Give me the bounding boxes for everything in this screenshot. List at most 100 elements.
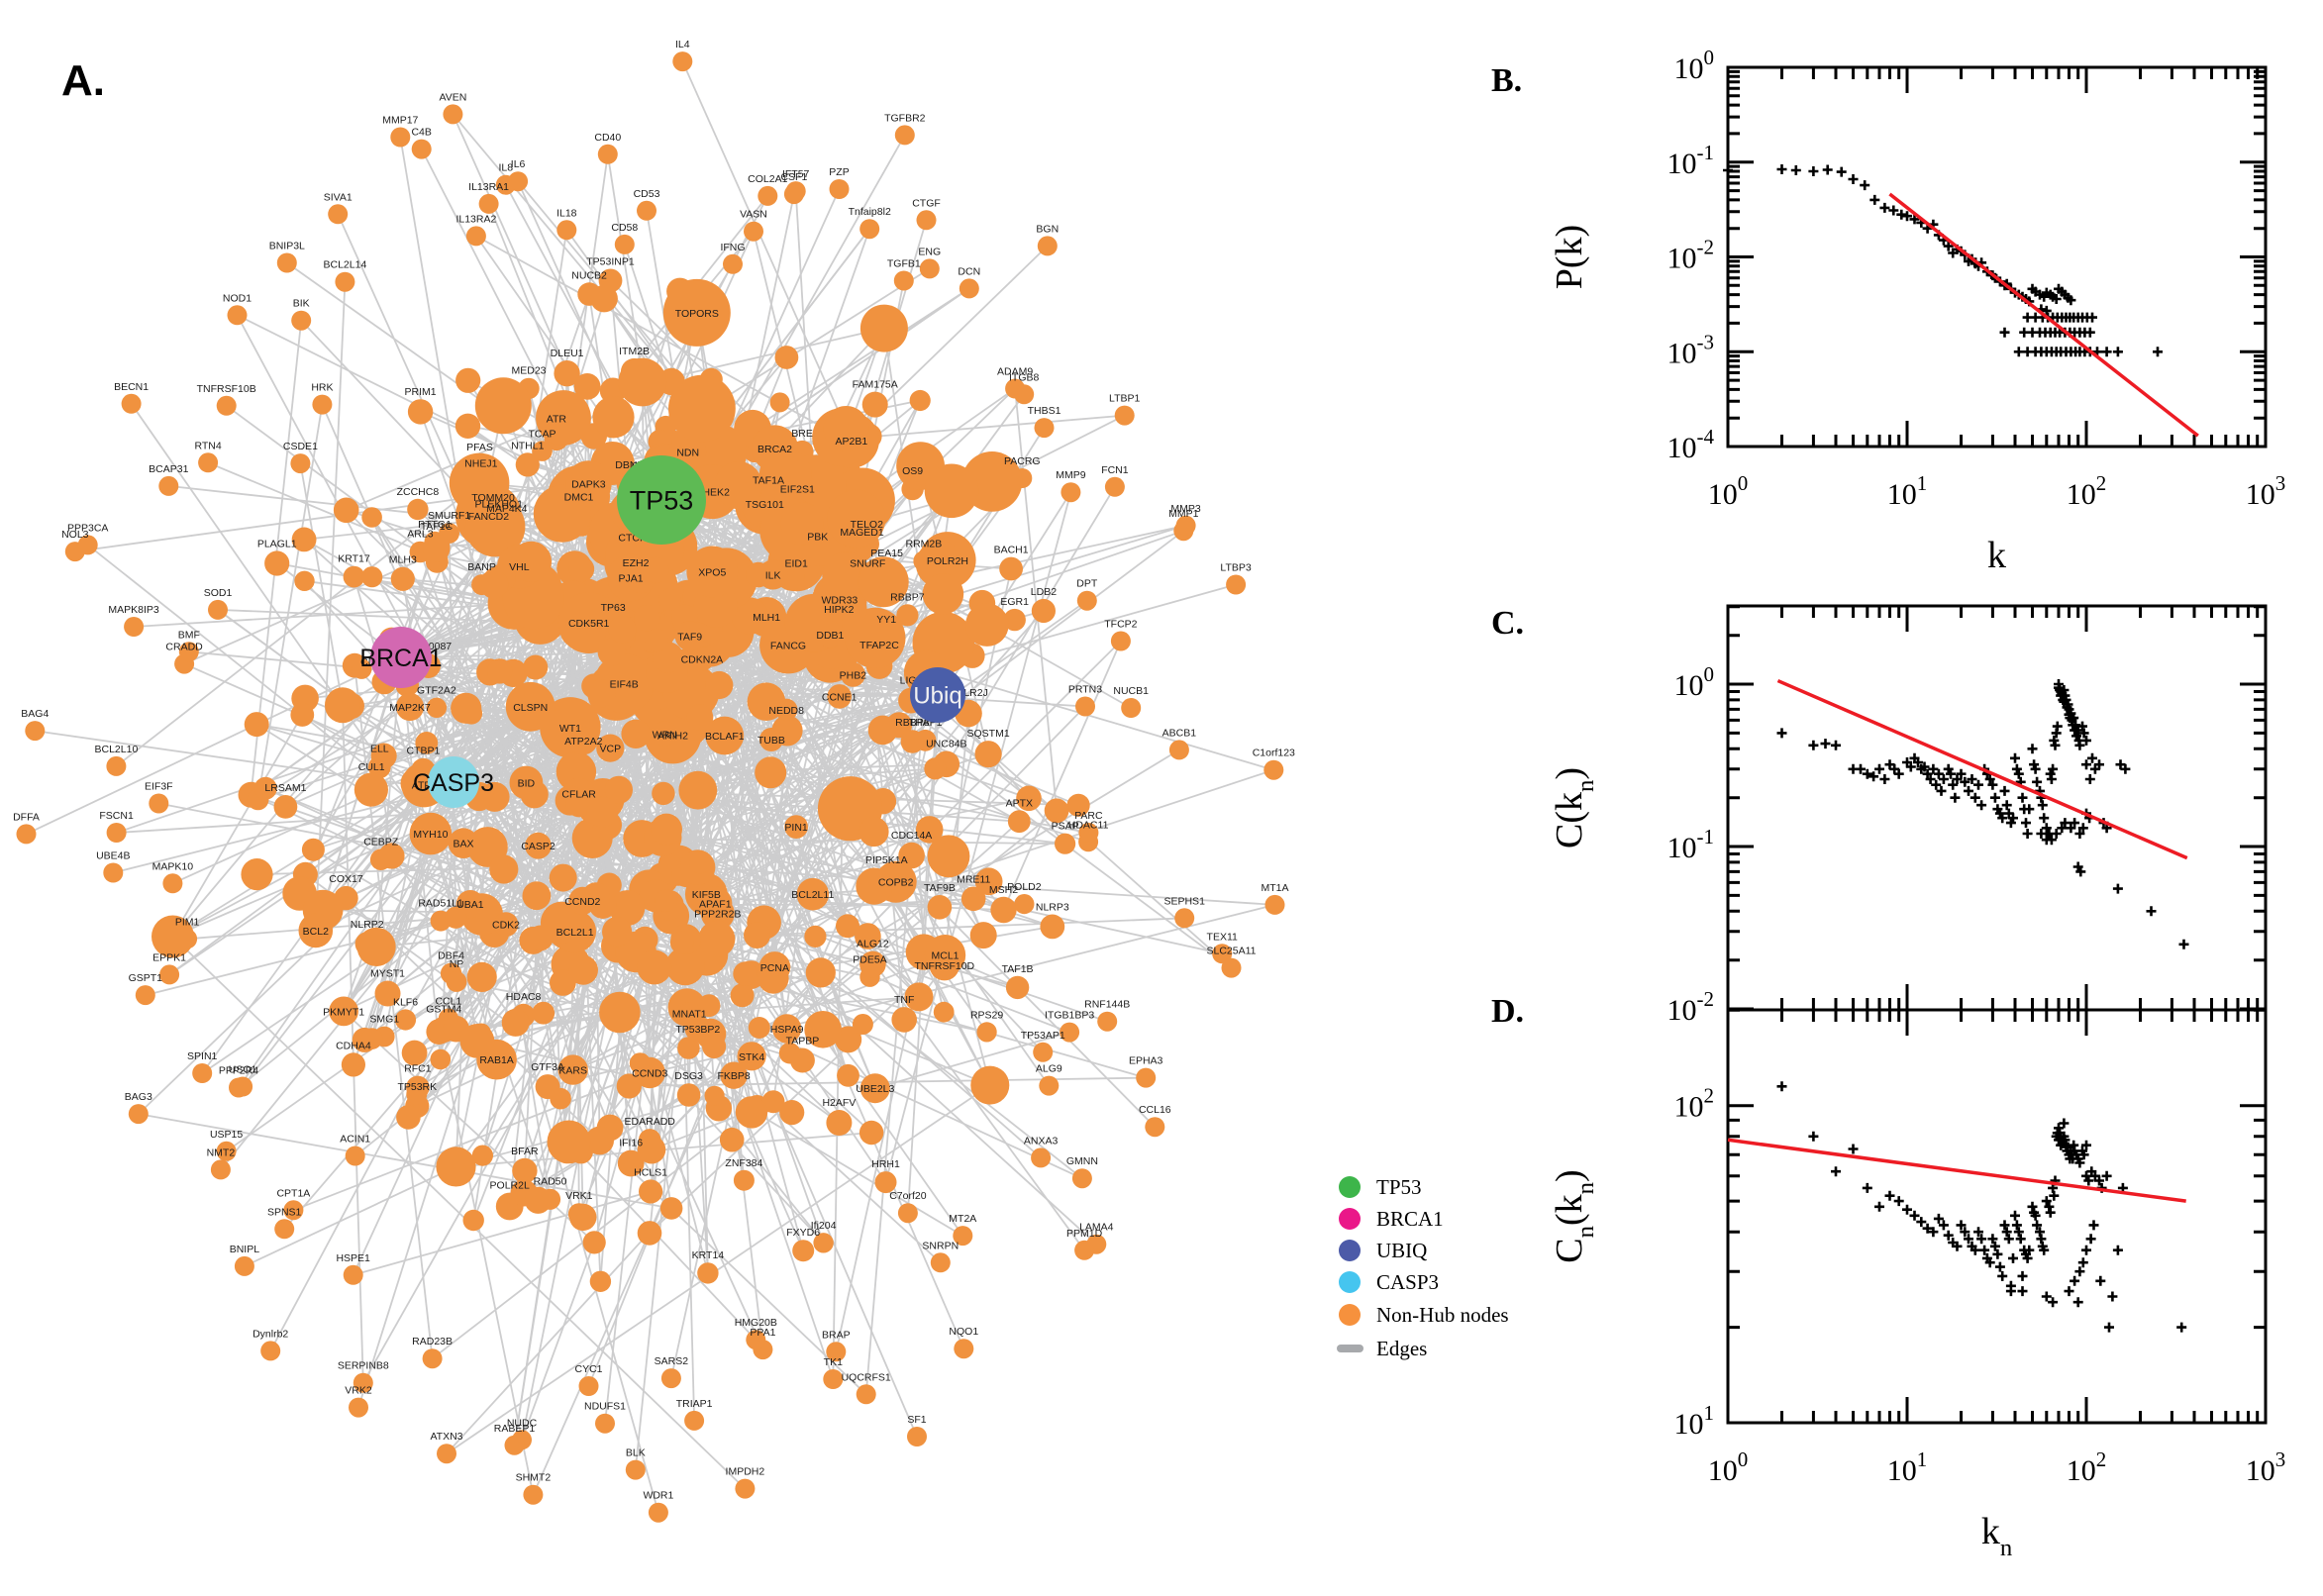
network-node-label: PARC bbox=[1074, 810, 1103, 822]
legend-edge-swatch bbox=[1337, 1345, 1364, 1352]
network-node-label: TP53RK bbox=[397, 1081, 437, 1093]
network-node bbox=[677, 1037, 700, 1059]
network-node-label: MAPK10 bbox=[152, 860, 194, 872]
data-points bbox=[1723, 164, 2163, 357]
network-node-label: TRIAP1 bbox=[676, 1398, 713, 1410]
network-node bbox=[805, 957, 836, 988]
network-node bbox=[927, 835, 970, 878]
network-node bbox=[1263, 759, 1284, 780]
network-node-label: AVEN bbox=[439, 91, 466, 103]
network-node bbox=[859, 219, 880, 240]
network-node bbox=[617, 1149, 645, 1177]
hub-label-brca1: BRCA1 bbox=[359, 645, 442, 672]
network-node bbox=[1075, 696, 1095, 717]
plot-frame bbox=[1726, 1008, 2268, 1425]
network-node bbox=[294, 570, 315, 591]
network-node bbox=[1104, 476, 1125, 497]
network-node bbox=[662, 278, 731, 347]
network-node bbox=[1005, 975, 1030, 1000]
network-node bbox=[719, 1127, 745, 1152]
network-node-label: ELL bbox=[370, 743, 389, 754]
network-node bbox=[660, 1368, 681, 1389]
network-node bbox=[894, 125, 915, 146]
data-points bbox=[1776, 679, 2189, 949]
network-edge bbox=[244, 1165, 456, 1267]
network-node-label: RBBP8 bbox=[895, 717, 930, 729]
y-tick-label: 102 bbox=[1674, 1084, 1715, 1124]
network-node bbox=[816, 621, 844, 648]
network-node bbox=[744, 221, 763, 242]
network-node-label: HRH1 bbox=[871, 1158, 900, 1170]
network-node bbox=[400, 767, 434, 800]
network-node-label: SQSTM1 bbox=[967, 728, 1010, 740]
network-node-label: SPIN1 bbox=[187, 1050, 218, 1062]
network-node-label: KRT14 bbox=[692, 1249, 725, 1261]
network-node bbox=[1037, 236, 1058, 256]
network-node-label: TAPBP bbox=[786, 1036, 820, 1047]
network-node-label: NLRP3 bbox=[1036, 902, 1069, 914]
network-node-label: ARL3 bbox=[407, 529, 433, 541]
network-node bbox=[634, 1056, 665, 1089]
network-node bbox=[969, 922, 997, 949]
network-node bbox=[784, 815, 808, 839]
network-node bbox=[466, 961, 497, 993]
panel-d-label: D. bbox=[1491, 993, 1524, 1030]
network-node-label: GSPT1 bbox=[129, 972, 163, 984]
y-tick-label: 10-4 bbox=[1667, 425, 1715, 464]
network-node bbox=[625, 1459, 646, 1480]
network-node bbox=[959, 278, 979, 299]
network-node-label: ATXN3 bbox=[430, 1431, 462, 1443]
network-node-label: COL2A1 bbox=[748, 173, 787, 185]
network-node-label: POLD2 bbox=[1007, 881, 1042, 893]
network-node bbox=[478, 193, 499, 214]
network-node-label: NUCB1 bbox=[1113, 685, 1149, 697]
network-node bbox=[290, 453, 311, 474]
network-node bbox=[227, 305, 248, 326]
network-node-label: TNFRSF10D bbox=[914, 960, 974, 972]
network-node bbox=[124, 617, 145, 637]
chart-panel-D: 102 101 100 101 102 103 Cn(kn) kn bbox=[1549, 1008, 2285, 1561]
y-tick-label: 10-2 bbox=[1667, 987, 1715, 1027]
network-node bbox=[621, 719, 651, 748]
network-node bbox=[954, 1339, 974, 1359]
network-node-label: IFT57 bbox=[782, 168, 810, 180]
network-node bbox=[569, 726, 598, 755]
network-node bbox=[867, 715, 898, 746]
network-node-label: MLH3 bbox=[389, 554, 417, 566]
network-node bbox=[714, 461, 762, 510]
network-node bbox=[697, 994, 721, 1018]
network-node-label: NEDD8 bbox=[768, 705, 804, 717]
network-node-label: BCL2L14 bbox=[324, 259, 367, 271]
network-node bbox=[686, 704, 714, 731]
network-node-label: PPP3CA bbox=[67, 522, 108, 534]
network-node bbox=[597, 144, 618, 164]
network-node bbox=[422, 1348, 443, 1369]
legend-label: UBIQ bbox=[1376, 1239, 1427, 1262]
network-node bbox=[462, 1209, 484, 1232]
network-node bbox=[436, 1147, 476, 1187]
hub-node-tp53 bbox=[617, 455, 706, 545]
network-node-label: PLAGL1 bbox=[257, 538, 297, 549]
network-node-label: EPPK1 bbox=[152, 951, 186, 963]
network-node bbox=[668, 374, 736, 443]
network-node-label: RAB1A bbox=[479, 1054, 513, 1066]
network-node-label: BCAP31 bbox=[149, 463, 188, 475]
network-node bbox=[565, 460, 612, 507]
y-tick-label: 100 bbox=[1674, 662, 1715, 702]
network-node bbox=[678, 770, 718, 810]
network-edge bbox=[487, 694, 939, 848]
network-node bbox=[665, 947, 705, 986]
network-node bbox=[785, 181, 806, 202]
network-node bbox=[345, 1146, 365, 1166]
network-node-label: CASP2 bbox=[521, 841, 556, 852]
network-node bbox=[672, 51, 693, 72]
network-node-label: EIF4B bbox=[610, 678, 639, 690]
network-node bbox=[804, 925, 827, 948]
network-node-label: DPT bbox=[1076, 578, 1098, 590]
network-node-label: PSAP bbox=[1052, 821, 1079, 833]
network-node bbox=[616, 1073, 642, 1099]
network-node bbox=[976, 1022, 997, 1043]
network-node bbox=[554, 360, 580, 387]
network-node-label: SLC25A11 bbox=[1206, 946, 1256, 957]
